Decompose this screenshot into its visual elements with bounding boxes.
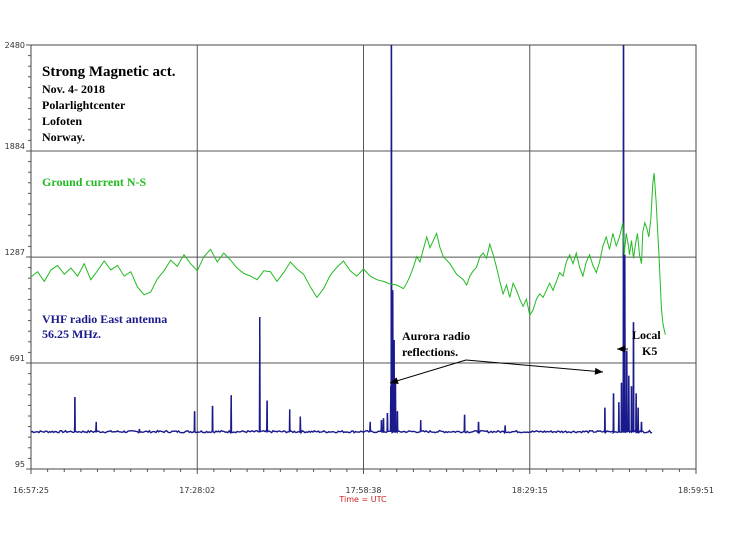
annotation-line: Aurora radio: [402, 329, 470, 343]
y-tick-label: 691: [10, 354, 25, 363]
y-axis-ticks: 95 691 1287 1884 2480: [5, 41, 25, 469]
chart-title: Strong Magnetic act.: [42, 64, 176, 80]
y-tick-label: 1287: [5, 248, 25, 257]
info-block: Nov. 4- 2018 Polarlightcenter Lofoten Norwa…: [42, 82, 126, 144]
y-tick-label: 1884: [5, 142, 25, 151]
series-lines: [30, 44, 666, 435]
series-name-line: 56.25 MHz.: [42, 327, 101, 341]
series-label-ground-current: Ground current N-S: [42, 175, 147, 189]
annotation-local-k5: Local K5: [632, 328, 661, 358]
series-line-ground-current: [30, 172, 666, 335]
x-tick-label: 18:29:15: [512, 486, 548, 495]
x-axis-label: Time = UTC: [338, 495, 387, 504]
info-line: Lofoten: [42, 114, 82, 128]
arrow-head: [617, 345, 625, 353]
series-line-vhf-radio: [30, 44, 653, 435]
arrow-head: [390, 377, 399, 385]
x-tick-label: 17:28:02: [179, 486, 215, 495]
info-line: Polarlightcenter: [42, 98, 126, 112]
annotation-line: Local: [632, 328, 661, 342]
grid-lines: [26, 44, 697, 474]
series-name-line: VHF radio East antenna: [42, 312, 167, 326]
info-line: Norway.: [42, 130, 85, 144]
annotation-arrows: [389, 345, 628, 385]
arrow-head: [594, 367, 603, 375]
series-name-line: Ground current N-S: [42, 175, 147, 189]
arrow-line: [389, 359, 467, 384]
info-line: Nov. 4- 2018: [42, 82, 105, 96]
x-tick-label: 18:59:51: [678, 486, 714, 495]
y-tick-label: 95: [15, 460, 25, 469]
x-axis-ticks: 16:57:25 17:28:02 17:58:38 18:29:15 18:59:51: [13, 486, 714, 495]
annotation-aurora-radio-reflections: Aurora radio reflections.: [402, 329, 470, 359]
annotation-line: K5: [642, 344, 657, 358]
annotation-line: reflections.: [402, 345, 458, 359]
y-tick-label: 2480: [5, 41, 25, 50]
x-tick-label: 17:58:38: [346, 486, 382, 495]
arrow-line: [465, 359, 604, 373]
x-tick-label: 16:57:25: [13, 486, 49, 495]
